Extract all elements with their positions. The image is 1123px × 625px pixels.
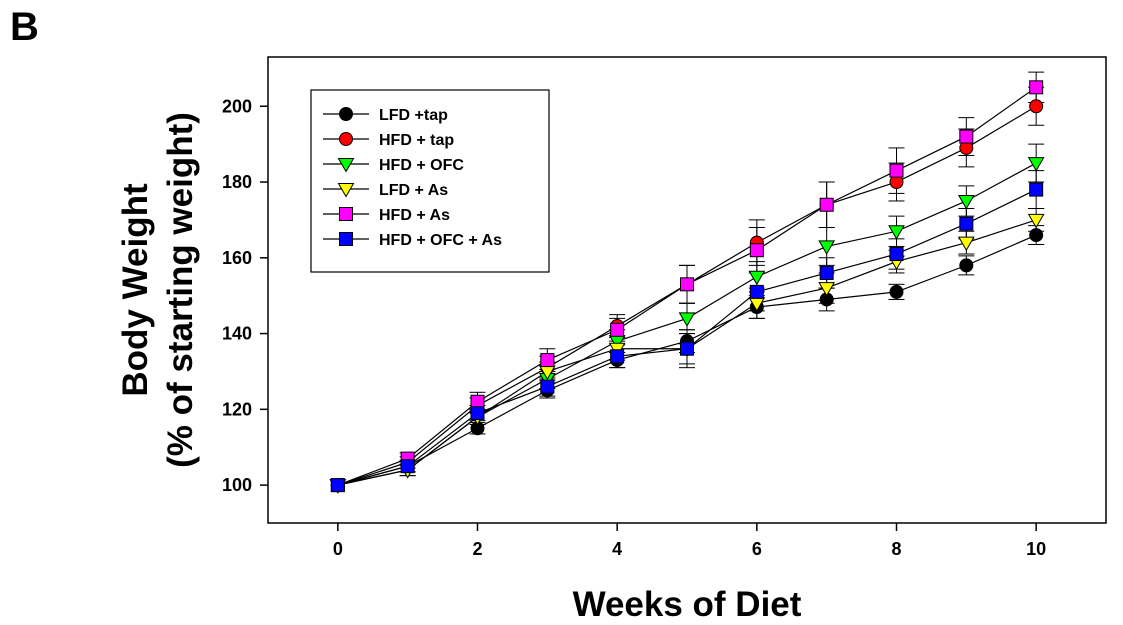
data-point — [1027, 157, 1045, 172]
data-point — [330, 478, 345, 493]
y-tick-label: 200 — [222, 96, 252, 116]
y-tick-label: 100 — [222, 475, 252, 495]
data-point — [540, 379, 555, 394]
legend-marker — [339, 207, 353, 221]
x-tick-label: 6 — [752, 539, 762, 559]
x-tick-label: 10 — [1026, 539, 1046, 559]
legend-label: LFD +tap — [379, 107, 448, 124]
data-point — [889, 163, 904, 178]
data-point — [610, 349, 625, 364]
data-point — [818, 282, 836, 297]
data-point — [680, 277, 694, 292]
series-4-markers — [330, 80, 1044, 493]
data-point — [959, 216, 974, 231]
data-point — [1027, 213, 1045, 229]
legend-marker — [339, 107, 353, 121]
data-point — [818, 240, 836, 255]
data-point — [749, 243, 764, 258]
legend-marker — [339, 132, 353, 146]
panel-label: B — [10, 5, 39, 49]
x-tick-label: 0 — [333, 539, 343, 559]
data-point — [610, 322, 625, 337]
data-point — [1029, 182, 1044, 197]
legend-label: LFD + As — [379, 182, 448, 199]
data-point — [1029, 228, 1044, 243]
y-axis-title-line1: Body Weight — [116, 183, 155, 397]
y-tick-label: 140 — [222, 324, 252, 344]
data-point — [959, 258, 974, 273]
data-point — [819, 197, 834, 212]
legend-label: HFD + OFC — [379, 157, 464, 174]
legend-marker — [337, 158, 355, 173]
data-point — [749, 284, 764, 299]
y-tick-label: 180 — [222, 172, 252, 192]
y-tick-label: 160 — [222, 248, 252, 268]
data-point — [889, 284, 904, 299]
data-point — [957, 236, 975, 252]
data-point — [957, 194, 975, 210]
data-point — [888, 225, 905, 240]
legend-marker — [337, 183, 355, 198]
y-axis-title-line2: (% of starting weight) — [161, 112, 200, 468]
x-tick-label: 2 — [472, 539, 482, 559]
legend-label: HFD + As — [379, 207, 450, 224]
legend-label: HFD + tap — [379, 132, 454, 149]
ticks-layer: 0 2 4 6 8 10 100 120 140 160 180 200 — [222, 96, 1046, 559]
data-point — [748, 270, 766, 286]
x-tick-label: 4 — [612, 539, 622, 559]
plot-frame — [267, 56, 1107, 524]
series-5-markers — [330, 182, 1044, 493]
legend-marker — [339, 232, 353, 246]
data-point — [540, 353, 555, 368]
data-point — [889, 247, 904, 262]
data-point — [959, 129, 974, 144]
data-point — [470, 406, 485, 421]
data-point — [680, 341, 694, 356]
x-axis-title: Weeks of Diet — [573, 585, 802, 624]
data-point — [678, 312, 696, 327]
y-tick-label: 120 — [222, 399, 252, 419]
series-layer — [329, 71, 1045, 494]
data-point — [1029, 99, 1044, 114]
legend-entries: LFD +tap HFD + tap HFD + OFC LFD + As HFD + … — [323, 107, 502, 249]
x-tick-label: 8 — [891, 539, 901, 559]
data-point — [819, 265, 834, 280]
data-point — [1029, 80, 1044, 95]
legend: LFD +tap HFD + tap HFD + OFC LFD + As HFD + … — [310, 89, 550, 273]
data-point — [400, 459, 415, 474]
legend-label: HFD + OFC + As — [379, 232, 502, 249]
